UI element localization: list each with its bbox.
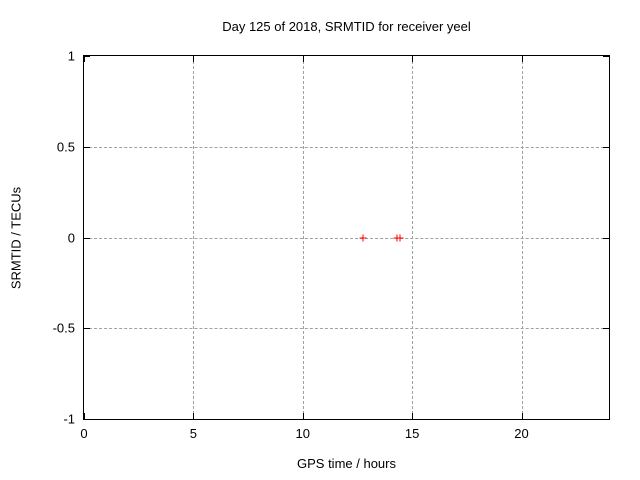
y-tick-label: -1 [63, 411, 75, 427]
y-tick [84, 328, 90, 330]
y-tick-label: -0.5 [52, 320, 75, 336]
y-tick [603, 328, 609, 330]
x-tick [84, 56, 85, 62]
y-tick [84, 237, 90, 239]
x-tick [412, 56, 414, 62]
x-axis-label: GPS time / hours [297, 456, 396, 471]
marker-vertical-bar [399, 234, 401, 241]
x-tick-label: 5 [189, 426, 197, 441]
marker-vertical-bar [362, 234, 364, 241]
x-tick [193, 413, 195, 419]
y-gridline [84, 237, 609, 239]
x-tick [302, 56, 304, 62]
y-gridline [84, 146, 609, 148]
x-tick [521, 56, 523, 62]
x-tick-label: 10 [295, 426, 310, 441]
y-tick [603, 419, 609, 420]
y-axis-label: SRMTID / TECUs [8, 186, 24, 290]
y-tick-label: 0.5 [56, 139, 75, 155]
x-tick [412, 413, 414, 419]
plot-area: 0 5 10 15 20 1 0.5 0 -0.5 -1 [53, 49, 610, 441]
y-gridline [84, 328, 609, 330]
y-tick [84, 146, 90, 148]
x-tick [193, 56, 195, 62]
x-tick [521, 413, 523, 419]
y-tick-label: 1 [67, 48, 75, 64]
x-tick-label: 20 [514, 426, 529, 441]
data-point-marker [396, 234, 404, 241]
y-tick [603, 56, 609, 57]
x-tick-label: 15 [404, 426, 420, 441]
data-point-marker [359, 234, 367, 241]
x-tick-label: 0 [80, 426, 88, 441]
y-tick [84, 56, 90, 57]
y-tick [603, 237, 609, 239]
y-tick-label: 0 [67, 230, 75, 245]
x-tick [84, 413, 85, 419]
x-tick [302, 413, 304, 419]
chart-title: Day 125 of 2018, SRMTID for receiver yee… [222, 19, 471, 34]
y-tick [603, 146, 609, 148]
y-tick [84, 419, 90, 420]
